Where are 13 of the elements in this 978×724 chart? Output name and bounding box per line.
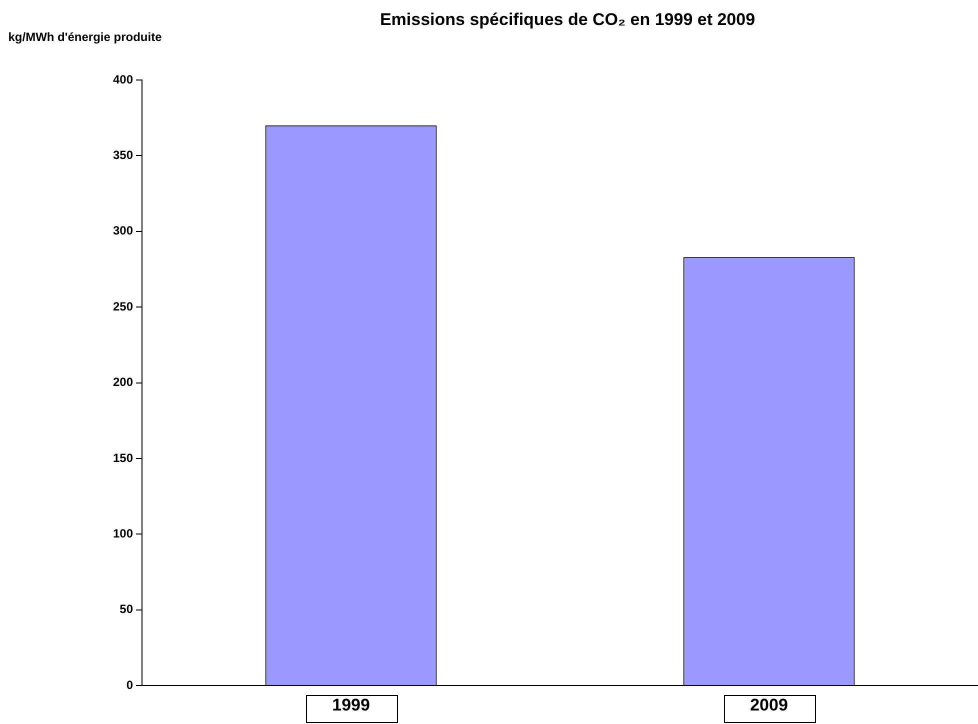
y-tick-label: 250 — [112, 299, 134, 314]
y-tick-label: 200 — [112, 375, 134, 390]
y-tick-label: 0 — [126, 678, 134, 692]
y-tick-label: 300 — [112, 224, 134, 238]
y-axis-title: kg/MWh d'énergie produite — [7, 30, 163, 44]
y-tick-label: 350 — [112, 148, 134, 162]
y-tick-label: 50 — [120, 602, 134, 616]
y-tick-label: 100 — [112, 526, 134, 541]
x-tick-label: 2009 — [750, 695, 788, 714]
y-tick-label: 400 — [112, 72, 134, 86]
chart-title: Emissions spécifiques de CO₂ en 1999 et 2009 — [378, 10, 756, 30]
x-tick-label: 1999 — [332, 695, 370, 714]
y-tick-label: 150 — [112, 450, 134, 465]
